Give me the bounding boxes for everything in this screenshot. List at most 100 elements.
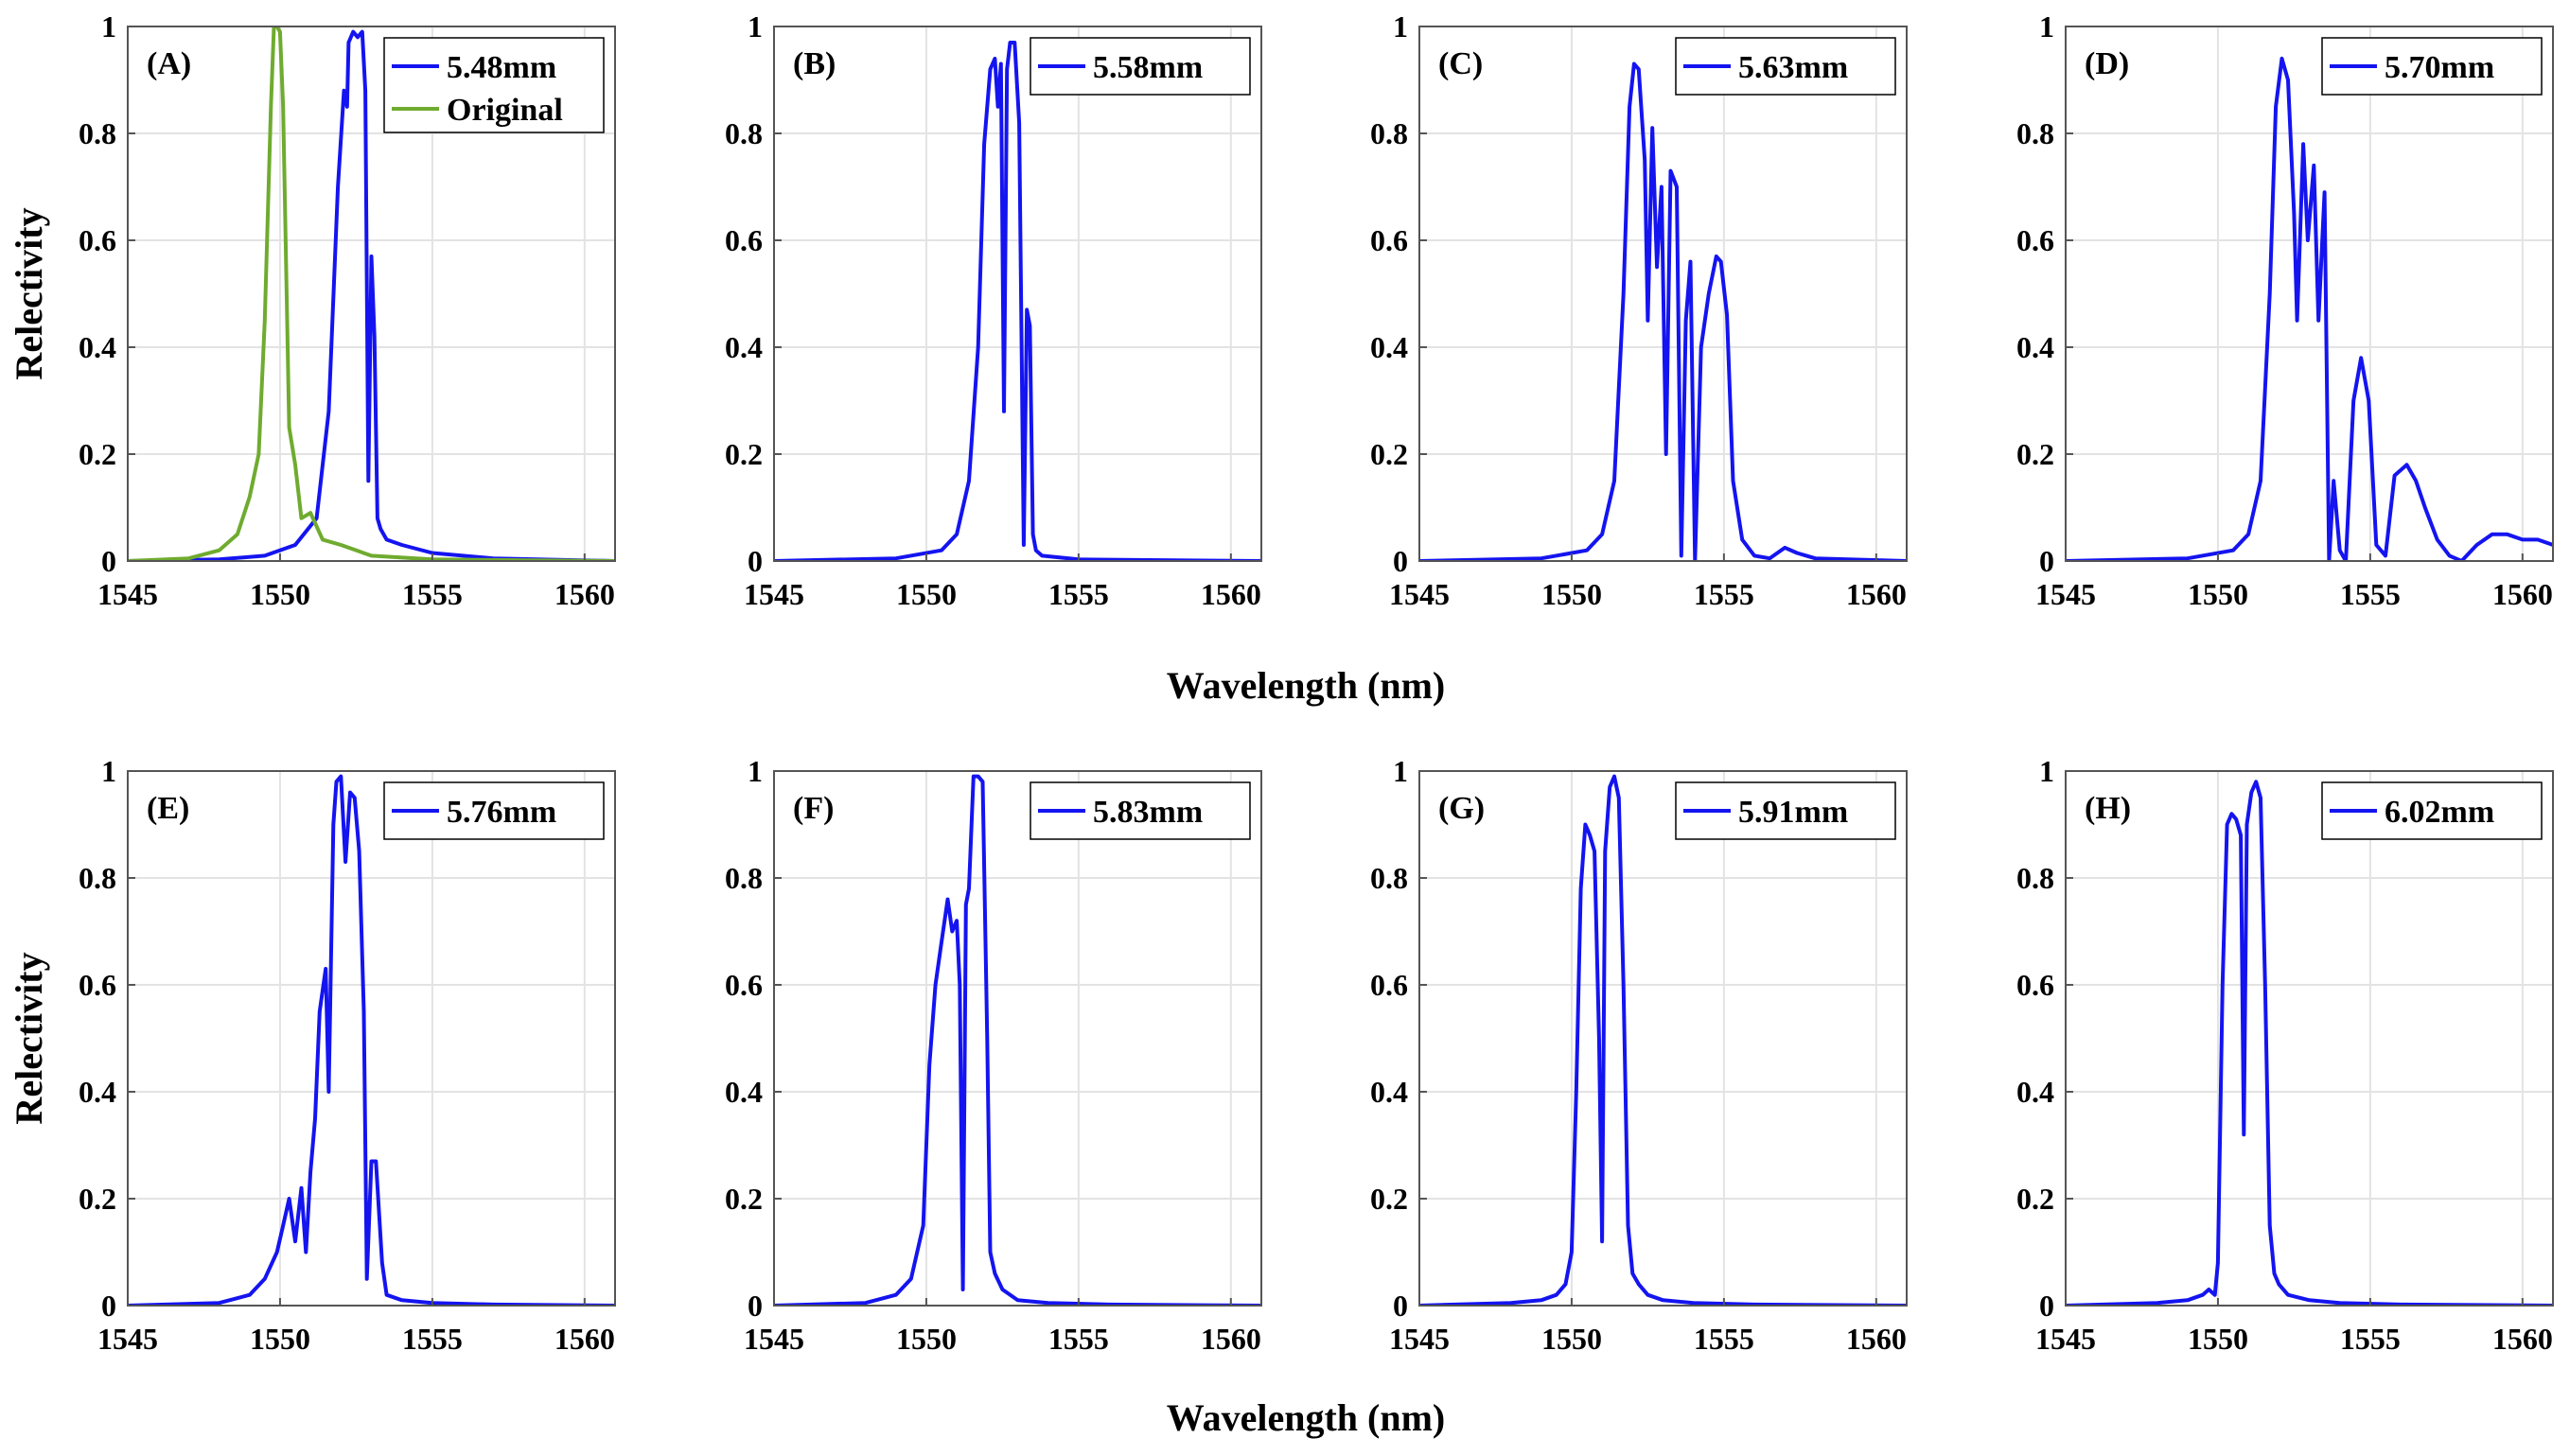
panel-e-ytick-label: 0 [101, 1289, 116, 1323]
panel-h-xtick-label: 1550 [2188, 1322, 2248, 1356]
panel-a-ylabel: Relectivity [8, 207, 50, 379]
panel-b-xtick-label: 1555 [1048, 577, 1109, 611]
panel-c-ytick-label: 0.8 [1370, 116, 1408, 150]
panel-e-plot-area [128, 771, 615, 1306]
panel-a-ytick-label: 0 [101, 544, 116, 578]
panel-f-ytick-label: 0 [748, 1289, 763, 1323]
panel-g-axes-box [1418, 770, 1908, 1307]
panel-a-label: (A) [147, 46, 191, 81]
panel-c-ytick-label: 0 [1393, 544, 1408, 578]
panel-d: 1545 1550 1555 1560 0 0.2 0.4 0.6 0.8 1 (D) 5.70mm [2016, 9, 2554, 611]
panel-d-label: (D) [2085, 46, 2129, 81]
panel-d-ytick-label: 0 [2039, 544, 2054, 578]
panel-h-xtick-label: 1560 [2492, 1322, 2553, 1356]
panel-d-ytick-label: 0.8 [2016, 116, 2054, 150]
panel-h-ytick-label: 0.8 [2016, 861, 2054, 895]
panel-d-ytick-label: 1 [2039, 9, 2054, 44]
panel-f-axes-box [773, 770, 1262, 1307]
panel-e-axes-box [127, 770, 616, 1307]
panel-b-ytick-label: 0.4 [725, 330, 763, 364]
panel-h-ytick-label: 0.2 [2016, 1182, 2054, 1216]
panel-e-ytick-label: 1 [101, 754, 116, 788]
panel-f-ytick-label: 1 [748, 754, 763, 788]
panel-a: 1545 1550 1555 1560 0 0.2 0.4 0.6 0.8 1 (A) 5.48mm O… [8, 9, 616, 611]
panel-g-label: (G) [1438, 791, 1485, 826]
panel-f-plot-area [774, 771, 1261, 1306]
panel-b-label: (B) [793, 46, 836, 81]
panel-e: 1545 1550 1555 1560 0 0.2 0.4 0.6 0.8 1 (E) 5.76mm R… [8, 754, 616, 1356]
panel-c-ytick-label: 0.4 [1370, 330, 1408, 364]
panel-e-xtick-label: 1545 [97, 1322, 158, 1356]
panel-d-xtick-label: 1550 [2188, 577, 2248, 611]
panel-g-legend-label: 5.91mm [1738, 795, 1848, 830]
panel-f-xtick-label: 1555 [1048, 1322, 1109, 1356]
panel-g: 1545 1550 1555 1560 0 0.2 0.4 0.6 0.8 1 (G) 5.91mm [1370, 754, 1908, 1356]
panel-e-ytick-label: 0.4 [79, 1075, 116, 1109]
panel-d-xtick-label: 1555 [2340, 577, 2401, 611]
panel-b-ytick-label: 0.2 [725, 437, 763, 471]
panel-e-ytick-label: 0.2 [79, 1182, 116, 1216]
panel-b-ytick-label: 0.8 [725, 116, 763, 150]
panel-d-legend-label: 5.70mm [2385, 50, 2494, 85]
panel-f-ytick-label: 0.2 [725, 1182, 763, 1216]
panel-f-ytick-label: 0.8 [725, 861, 763, 895]
panel-b-ytick-label: 1 [748, 9, 763, 44]
panel-e-ytick-label: 0.6 [79, 968, 116, 1002]
panel-d-plot-area [2066, 26, 2553, 561]
panel-d-xtick-label: 1545 [2035, 577, 2096, 611]
panel-e-ylabel: Relectivity [8, 952, 50, 1124]
panel-b-legend-label: 5.58mm [1093, 50, 1203, 85]
panel-f-legend-label: 5.83mm [1093, 795, 1203, 830]
panel-e-xtick-label: 1550 [250, 1322, 310, 1356]
panel-f-xtick-label: 1560 [1201, 1322, 1261, 1356]
panel-g-ytick-label: 0.6 [1370, 968, 1408, 1002]
panel-c-xtick-label: 1555 [1694, 577, 1754, 611]
panel-h-plot-area [2066, 771, 2553, 1306]
panel-h-ytick-label: 0 [2039, 1289, 2054, 1323]
panel-g-ytick-label: 0.2 [1370, 1182, 1408, 1216]
panel-a-xtick-label: 1555 [402, 577, 463, 611]
panel-a-legend-label: Original [447, 93, 563, 128]
panel-a-series-1 [128, 26, 615, 561]
panel-d-xtick-label: 1560 [2492, 577, 2553, 611]
panel-g-xtick-label: 1560 [1846, 1322, 1907, 1356]
panel-c: 1545 1550 1555 1560 0 0.2 0.4 0.6 0.8 1 (C) 5.63mm [1370, 9, 1908, 611]
panel-d-ytick-label: 0.4 [2016, 330, 2054, 364]
panel-f-ytick-label: 0.4 [725, 1075, 763, 1109]
panel-h-series-0 [2066, 780, 2553, 1306]
panel-c-ytick-label: 1 [1393, 9, 1408, 44]
panel-c-legend-label: 5.63mm [1738, 50, 1848, 85]
panel-g-ytick-label: 0.8 [1370, 861, 1408, 895]
panel-a-ytick-label: 0.8 [79, 116, 116, 150]
panel-g-xtick-label: 1555 [1694, 1322, 1754, 1356]
panel-b-xtick-label: 1560 [1201, 577, 1261, 611]
panel-f-series-0 [774, 774, 1261, 1306]
panel-f-xtick-label: 1545 [744, 1322, 804, 1356]
panel-c-ytick-label: 0.2 [1370, 437, 1408, 471]
panel-b-axes-box [773, 26, 1262, 562]
panel-d-axes-box [2065, 26, 2554, 562]
panel-h-xtick-label: 1545 [2035, 1322, 2096, 1356]
panel-c-xtick-label: 1550 [1541, 577, 1602, 611]
panel-a-legend-label: 5.48mm [447, 50, 556, 85]
panel-h: 1545 1550 1555 1560 0 0.2 0.4 0.6 0.8 1 (H) 6.02mm [2016, 754, 2554, 1356]
panel-b-ytick-label: 0.6 [725, 223, 763, 257]
panel-a-ytick-label: 1 [101, 9, 116, 44]
panel-a-ytick-label: 0.6 [79, 223, 116, 257]
panel-b-xtick-label: 1550 [896, 577, 957, 611]
panel-a-xtick-label: 1550 [250, 577, 310, 611]
panel-b-series-0 [774, 41, 1261, 561]
panel-f-label: (F) [793, 791, 834, 826]
panel-c-label: (C) [1438, 46, 1483, 81]
panel-b-xtick-label: 1545 [744, 577, 804, 611]
panel-a-xtick-label: 1560 [554, 577, 615, 611]
panel-e-xtick-label: 1560 [554, 1322, 615, 1356]
panel-a-xtick-label: 1545 [97, 577, 158, 611]
panel-h-ytick-label: 1 [2039, 754, 2054, 788]
panel-f: 1545 1550 1555 1560 0 0.2 0.4 0.6 0.8 1 (F) 5.83mm [725, 754, 1262, 1356]
panel-e-ytick-label: 0.8 [79, 861, 116, 895]
panel-c-xtick-label: 1545 [1389, 577, 1450, 611]
panel-h-ytick-label: 0.6 [2016, 968, 2054, 1002]
panel-g-ytick-label: 0 [1393, 1289, 1408, 1323]
panel-g-xtick-label: 1550 [1541, 1322, 1602, 1356]
